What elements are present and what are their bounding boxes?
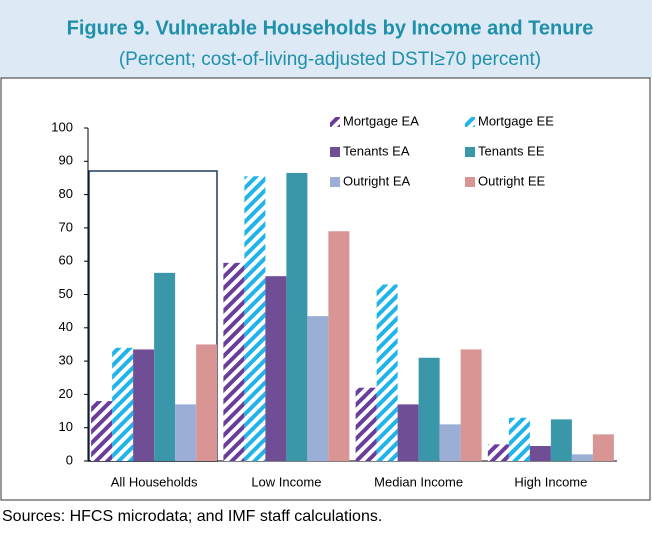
y-tick-label: 30: [59, 353, 73, 368]
bar: [550, 419, 572, 461]
bar: [133, 349, 155, 461]
chart-frame: [0, 77, 651, 501]
y-tick-label: 10: [59, 419, 73, 434]
bar: [223, 262, 245, 461]
bar: [529, 446, 551, 461]
bar: [355, 387, 377, 461]
legend-swatch: [465, 177, 475, 187]
x-tick-label: Median Income: [374, 474, 463, 489]
legend-swatch: [330, 117, 340, 127]
legend-swatch: [465, 117, 475, 127]
bar: [487, 444, 509, 461]
bar: [418, 357, 440, 461]
x-tick-label: Low Income: [251, 474, 321, 489]
bar: [592, 434, 614, 461]
sources: Sources: HFCS microdata; and IMF staff c…: [2, 508, 382, 525]
y-tick-label: 80: [59, 186, 73, 201]
bar: [112, 347, 134, 461]
bar: [91, 401, 113, 461]
bar: [307, 316, 329, 461]
legend-label: Mortgage EA: [343, 113, 419, 128]
chart-title: Figure 9. Vulnerable Households by Incom…: [67, 17, 594, 39]
legend-label: Tenants EE: [478, 143, 545, 158]
chart-subtitle: (Percent; cost-of-living-adjusted DSTI≥7…: [119, 49, 541, 70]
x-tick-label: High Income: [514, 474, 587, 489]
bar: [397, 404, 419, 461]
y-tick-label: 100: [51, 119, 73, 134]
bar: [460, 349, 482, 461]
y-tick-label: 60: [59, 253, 73, 268]
bar: [376, 284, 398, 461]
y-tick-label: 90: [59, 153, 73, 168]
bar: [286, 172, 308, 461]
bar: [244, 176, 266, 461]
bar: [328, 231, 350, 461]
bar: [439, 424, 461, 461]
bar: [196, 344, 218, 461]
bar: [508, 417, 530, 461]
y-tick-label: 70: [59, 219, 73, 234]
y-tick-label: 20: [59, 386, 73, 401]
legend-label: Mortgage EE: [478, 113, 554, 128]
bar: [571, 454, 593, 461]
title-band: [0, 0, 652, 78]
y-tick-label: 0: [66, 452, 73, 467]
legend-label: Outright EA: [343, 173, 411, 188]
y-tick-label: 40: [59, 319, 73, 334]
legend-label: Tenants EA: [343, 143, 410, 158]
bar: [154, 272, 176, 461]
legend-swatch: [330, 177, 340, 187]
x-tick-label: All Households: [111, 474, 198, 489]
bar: [265, 276, 287, 461]
legend-swatch: [330, 147, 340, 157]
legend-swatch: [465, 147, 475, 157]
legend-label: Outright EE: [478, 173, 546, 188]
y-tick-label: 50: [59, 286, 73, 301]
bar: [175, 404, 197, 461]
